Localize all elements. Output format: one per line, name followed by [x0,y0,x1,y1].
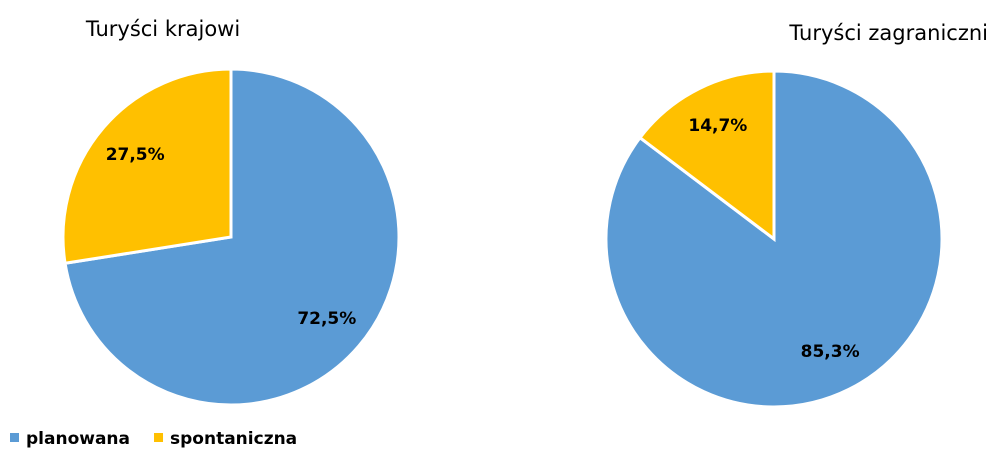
chart-title: Turyści zagraniczni [788,21,988,45]
pie-slice [637,69,776,243]
legend-swatch [10,433,19,442]
data-label: 72,5% [297,309,356,329]
data-label: 85,3% [801,342,860,362]
legend-label: spontaniczna [170,429,297,449]
pie-slice [61,67,233,265]
data-label: 14,7% [688,116,747,136]
legend-label: planowana [26,429,130,449]
chart-title: Turyści krajowi [85,17,240,41]
legend-swatch [154,433,164,442]
data-label: 27,5% [106,145,165,165]
